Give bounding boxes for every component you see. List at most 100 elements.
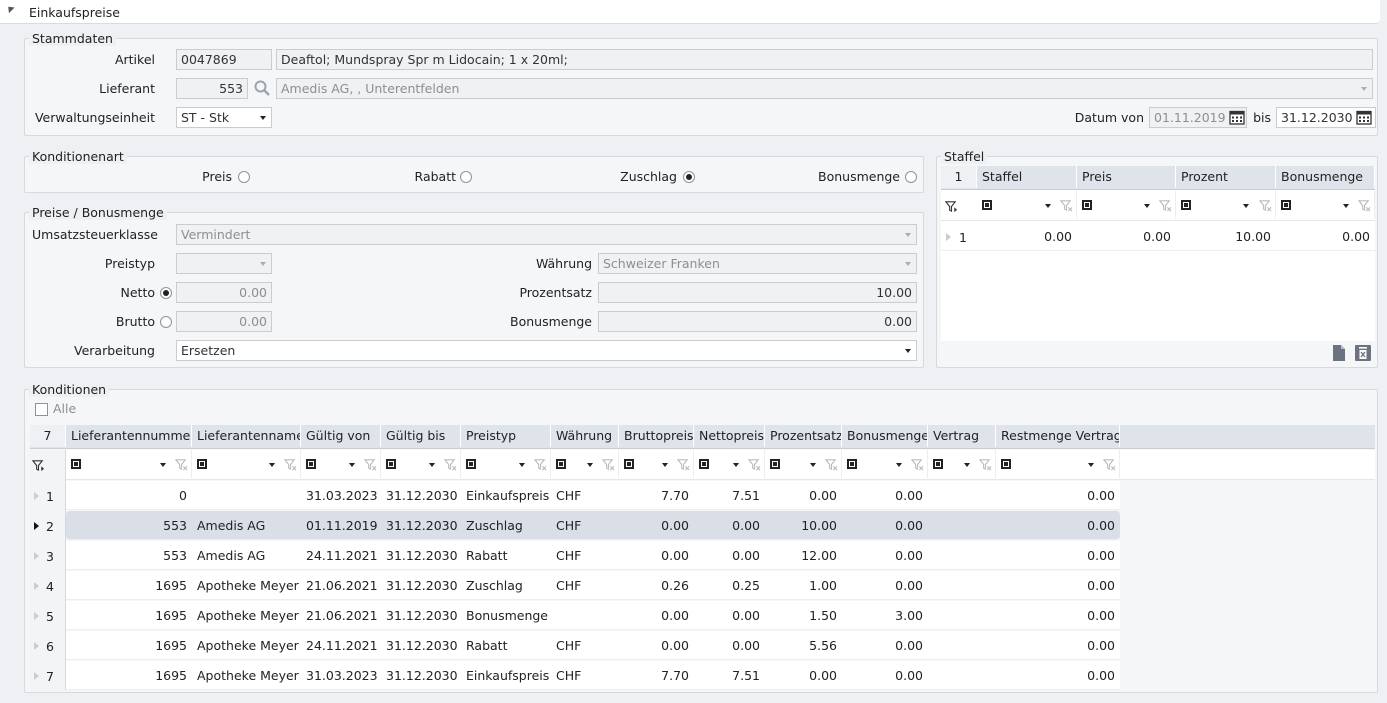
col-gueltig-bis[interactable]: Gültig bis [381, 425, 461, 447]
cell-restmenge-vertrag[interactable]: 0.00 [1087, 488, 1115, 503]
chevron-down-icon[interactable] [905, 233, 911, 237]
cell-vertrag[interactable] [928, 631, 996, 660]
cell-nettopreis[interactable]: 0.00 [732, 638, 760, 653]
datum-bis-field[interactable]: 31.12.2030 [1276, 107, 1376, 128]
verwaltungseinheit-select[interactable]: ST - Stk [176, 107, 272, 128]
staffel-row[interactable]: 1 0.00 0.00 10.00 0.00 [941, 222, 1375, 251]
cell-lieferantenname[interactable]: Apotheke Meyer [197, 578, 299, 593]
clear-filter-icon[interactable] [1358, 199, 1371, 212]
filter-operator-icon[interactable] [386, 459, 396, 469]
cell-nettopreis[interactable]: 7.51 [732, 488, 760, 503]
cell-preistyp[interactable]: Zuschlag [466, 578, 523, 593]
cell-gueltig-von[interactable]: 21.06.2021 [306, 608, 378, 623]
filter-waehrung[interactable] [551, 450, 619, 478]
cell-bonusmenge[interactable]: 0.00 [895, 668, 923, 683]
cell-gueltig-bis[interactable]: 31.12.2030 [386, 578, 458, 593]
cell-vertrag[interactable] [928, 511, 996, 540]
calendar-icon[interactable] [1229, 109, 1245, 125]
cell-nettopreis[interactable]: 0.00 [732, 608, 760, 623]
cell-bonusmenge[interactable]: 0.00 [895, 548, 923, 563]
cell-bruttopreis[interactable]: 0.26 [661, 578, 689, 593]
cell-lieferantenname[interactable]: Apotheke Meyer [197, 668, 299, 683]
cell-vertrag[interactable] [928, 601, 996, 630]
filter-operator-icon[interactable] [982, 200, 992, 210]
lieferant-nr-field[interactable]: 553 [176, 78, 248, 99]
chevron-down-icon[interactable] [964, 463, 970, 467]
cell-gueltig-von[interactable]: 21.06.2021 [306, 578, 378, 593]
preistyp-select[interactable] [176, 253, 272, 274]
cell-bruttopreis[interactable]: 0.00 [661, 548, 689, 563]
filter-operator-icon[interactable] [699, 459, 709, 469]
cell-preistyp[interactable]: Zuschlag [466, 518, 523, 533]
filter-operator-icon[interactable] [466, 459, 476, 469]
cell-prozentsatz[interactable]: 10.00 [801, 518, 837, 533]
waehrung-select[interactable]: Schweizer Franken [598, 253, 917, 274]
option-bonusmenge-radio[interactable] [905, 171, 917, 183]
filter-operator-icon[interactable] [556, 459, 566, 469]
staffel-filter-staffel[interactable] [977, 191, 1077, 219]
filter-gueltig-von[interactable] [301, 450, 381, 478]
table-row[interactable] [66, 481, 1120, 510]
cell-gueltig-bis[interactable]: 31.12.2030 [386, 668, 458, 683]
search-icon[interactable] [253, 79, 271, 97]
cell-nettopreis[interactable]: 0.00 [732, 518, 760, 533]
filter-bruttopreis[interactable] [619, 450, 694, 478]
delete-icon[interactable] [1354, 344, 1372, 362]
cell-nettopreis[interactable]: 0.25 [732, 578, 760, 593]
clear-filter-icon[interactable] [825, 458, 838, 471]
filter-operator-icon[interactable] [1281, 200, 1291, 210]
cell-restmenge-vertrag[interactable]: 0.00 [1087, 608, 1115, 623]
bonusmenge-field[interactable]: 0.00 [598, 311, 917, 332]
cell-preistyp[interactable]: Bonusmenge [466, 608, 548, 623]
chevron-down-icon[interactable] [1088, 463, 1094, 467]
cell-vertrag[interactable] [928, 571, 996, 600]
netto-radio[interactable] [160, 287, 172, 299]
filter-lieferantennummer[interactable] [66, 450, 192, 478]
option-rabatt-radio[interactable] [460, 171, 472, 183]
cell-waehrung[interactable]: CHF [556, 638, 582, 653]
panel-tab[interactable]: Einkaufspreise [0, 0, 1380, 24]
table-row[interactable] [66, 631, 1120, 660]
clear-filter-icon[interactable] [748, 458, 761, 471]
ust-select[interactable]: Vermindert [176, 224, 917, 245]
chevron-down-icon[interactable] [260, 262, 266, 266]
col-preistyp[interactable]: Preistyp [461, 425, 551, 447]
lieferant-name-field[interactable]: Amedis AG, , Unterentfelden [276, 78, 1373, 99]
table-row[interactable] [66, 541, 1120, 570]
option-preis-radio[interactable] [238, 171, 250, 183]
staffel-cell[interactable]: 0.00 [1342, 229, 1370, 244]
staffel-cell[interactable]: 0.00 [1143, 229, 1171, 244]
cell-gueltig-bis[interactable]: 31.12.2030 [386, 608, 458, 623]
col-bruttopreis[interactable]: Bruttopreis [619, 425, 694, 447]
cell-restmenge-vertrag[interactable]: 0.00 [1087, 668, 1115, 683]
clear-filter-icon[interactable] [444, 458, 457, 471]
cell-preistyp[interactable]: Rabatt [466, 638, 508, 653]
clear-filter-icon[interactable] [1259, 199, 1272, 212]
staffel-filter-prozent[interactable] [1176, 191, 1276, 219]
chevron-down-icon[interactable] [429, 463, 435, 467]
chevron-down-icon[interactable] [269, 463, 275, 467]
clear-filter-icon[interactable] [979, 458, 992, 471]
filter-operator-icon[interactable] [847, 459, 857, 469]
cell-vertrag[interactable] [928, 481, 996, 510]
chevron-down-icon[interactable] [519, 463, 525, 467]
cell-restmenge-vertrag[interactable]: 0.00 [1087, 578, 1115, 593]
chevron-down-icon[interactable] [1343, 204, 1349, 208]
filter-operator-icon[interactable] [770, 459, 780, 469]
cell-lieferantenname[interactable]: Apotheke Meyer [197, 638, 299, 653]
alle-checkbox[interactable] [35, 403, 48, 416]
cell-vertrag[interactable] [928, 661, 996, 690]
filter-icon[interactable] [32, 459, 45, 472]
filter-nettopreis[interactable] [694, 450, 765, 478]
cell-gueltig-von[interactable]: 24.11.2021 [306, 638, 378, 653]
col-lieferantenname[interactable]: Lieferantenname [192, 425, 301, 447]
collapse-arrow-icon[interactable] [5, 3, 15, 14]
filter-operator-icon[interactable] [1001, 459, 1011, 469]
cell-prozentsatz[interactable]: 1.00 [809, 578, 837, 593]
staffel-col-staffel[interactable]: Staffel [977, 166, 1077, 188]
filter-restmenge-vertrag[interactable] [996, 450, 1120, 478]
cell-bonusmenge[interactable]: 0.00 [895, 488, 923, 503]
filter-operator-icon[interactable] [197, 459, 207, 469]
filter-gueltig-bis[interactable] [381, 450, 461, 478]
cell-bruttopreis[interactable]: 7.70 [661, 488, 689, 503]
